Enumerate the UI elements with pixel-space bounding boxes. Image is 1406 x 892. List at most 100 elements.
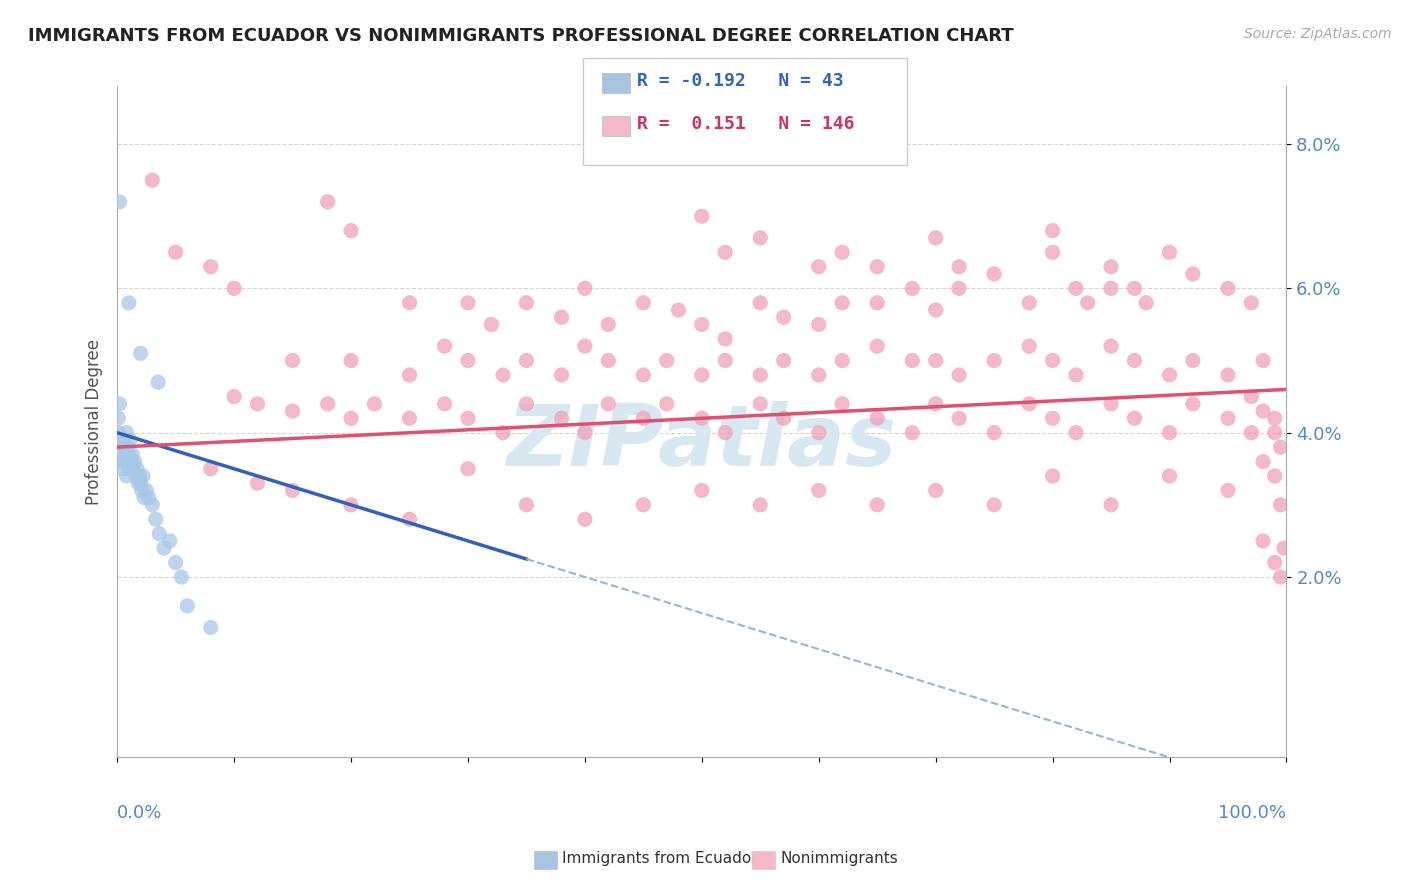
Point — [515, 353, 537, 368]
Point — [924, 231, 946, 245]
Point — [118, 462, 141, 476]
Point — [1216, 411, 1239, 425]
Point — [901, 425, 924, 440]
Point — [1099, 281, 1122, 295]
Text: R =  0.151   N = 146: R = 0.151 N = 146 — [637, 115, 855, 133]
Point — [749, 397, 772, 411]
Point — [340, 353, 363, 368]
Point — [633, 498, 655, 512]
Point — [574, 281, 596, 295]
Point — [690, 318, 713, 332]
Point — [948, 260, 970, 274]
Point — [118, 295, 141, 310]
Point — [363, 397, 385, 411]
Point — [655, 397, 678, 411]
Point — [924, 303, 946, 318]
Point — [655, 353, 678, 368]
Point — [924, 483, 946, 498]
Point — [690, 209, 713, 223]
Point — [1064, 368, 1087, 382]
Point — [598, 397, 620, 411]
Point — [118, 433, 141, 447]
Point — [120, 454, 142, 468]
Point — [1181, 397, 1204, 411]
Point — [129, 346, 152, 360]
Point — [176, 599, 198, 613]
Point — [200, 462, 222, 476]
Point — [948, 281, 970, 295]
Point — [1251, 404, 1274, 418]
Point — [200, 260, 222, 274]
Point — [316, 397, 339, 411]
Point — [165, 245, 187, 260]
Point — [1018, 339, 1040, 353]
Text: Source: ZipAtlas.com: Source: ZipAtlas.com — [1244, 27, 1392, 41]
Point — [165, 556, 187, 570]
Point — [983, 425, 1005, 440]
Point — [433, 397, 456, 411]
Point — [574, 512, 596, 526]
Point — [457, 295, 479, 310]
Point — [831, 353, 853, 368]
Point — [200, 621, 222, 635]
Point — [714, 332, 737, 346]
Point — [107, 425, 129, 440]
Point — [1018, 397, 1040, 411]
Point — [749, 498, 772, 512]
Point — [807, 318, 830, 332]
Point — [1159, 469, 1181, 483]
Point — [492, 368, 515, 382]
Point — [111, 454, 134, 468]
Point — [148, 526, 170, 541]
Point — [159, 533, 181, 548]
Point — [112, 447, 135, 461]
Point — [128, 469, 150, 483]
Point — [948, 368, 970, 382]
Point — [772, 310, 794, 325]
Point — [866, 260, 889, 274]
Point — [281, 353, 304, 368]
Point — [146, 375, 169, 389]
Point — [1251, 353, 1274, 368]
Point — [138, 491, 160, 505]
Point — [866, 411, 889, 425]
Point — [1099, 339, 1122, 353]
Point — [107, 411, 129, 425]
Point — [398, 411, 420, 425]
Point — [924, 397, 946, 411]
Point — [1135, 295, 1157, 310]
Point — [807, 425, 830, 440]
Point — [1042, 353, 1064, 368]
Text: Nonimmigrants: Nonimmigrants — [780, 852, 898, 866]
Point — [112, 462, 135, 476]
Point — [550, 368, 572, 382]
Point — [749, 295, 772, 310]
Point — [1064, 425, 1087, 440]
Point — [457, 411, 479, 425]
Point — [1099, 498, 1122, 512]
Point — [515, 498, 537, 512]
Point — [124, 454, 146, 468]
Point — [1123, 353, 1146, 368]
Point — [132, 469, 155, 483]
Point — [340, 411, 363, 425]
Point — [1251, 533, 1274, 548]
Point — [807, 368, 830, 382]
Point — [170, 570, 193, 584]
Point — [831, 245, 853, 260]
Point — [772, 411, 794, 425]
Point — [108, 397, 131, 411]
Point — [831, 397, 853, 411]
Point — [1064, 281, 1087, 295]
Point — [1099, 260, 1122, 274]
Point — [1240, 425, 1263, 440]
Point — [831, 295, 853, 310]
Point — [1251, 454, 1274, 468]
Point — [129, 476, 152, 491]
Text: R = -0.192   N = 43: R = -0.192 N = 43 — [637, 72, 844, 90]
Point — [281, 483, 304, 498]
Point — [807, 260, 830, 274]
Point — [457, 353, 479, 368]
Point — [1216, 368, 1239, 382]
Point — [111, 433, 134, 447]
